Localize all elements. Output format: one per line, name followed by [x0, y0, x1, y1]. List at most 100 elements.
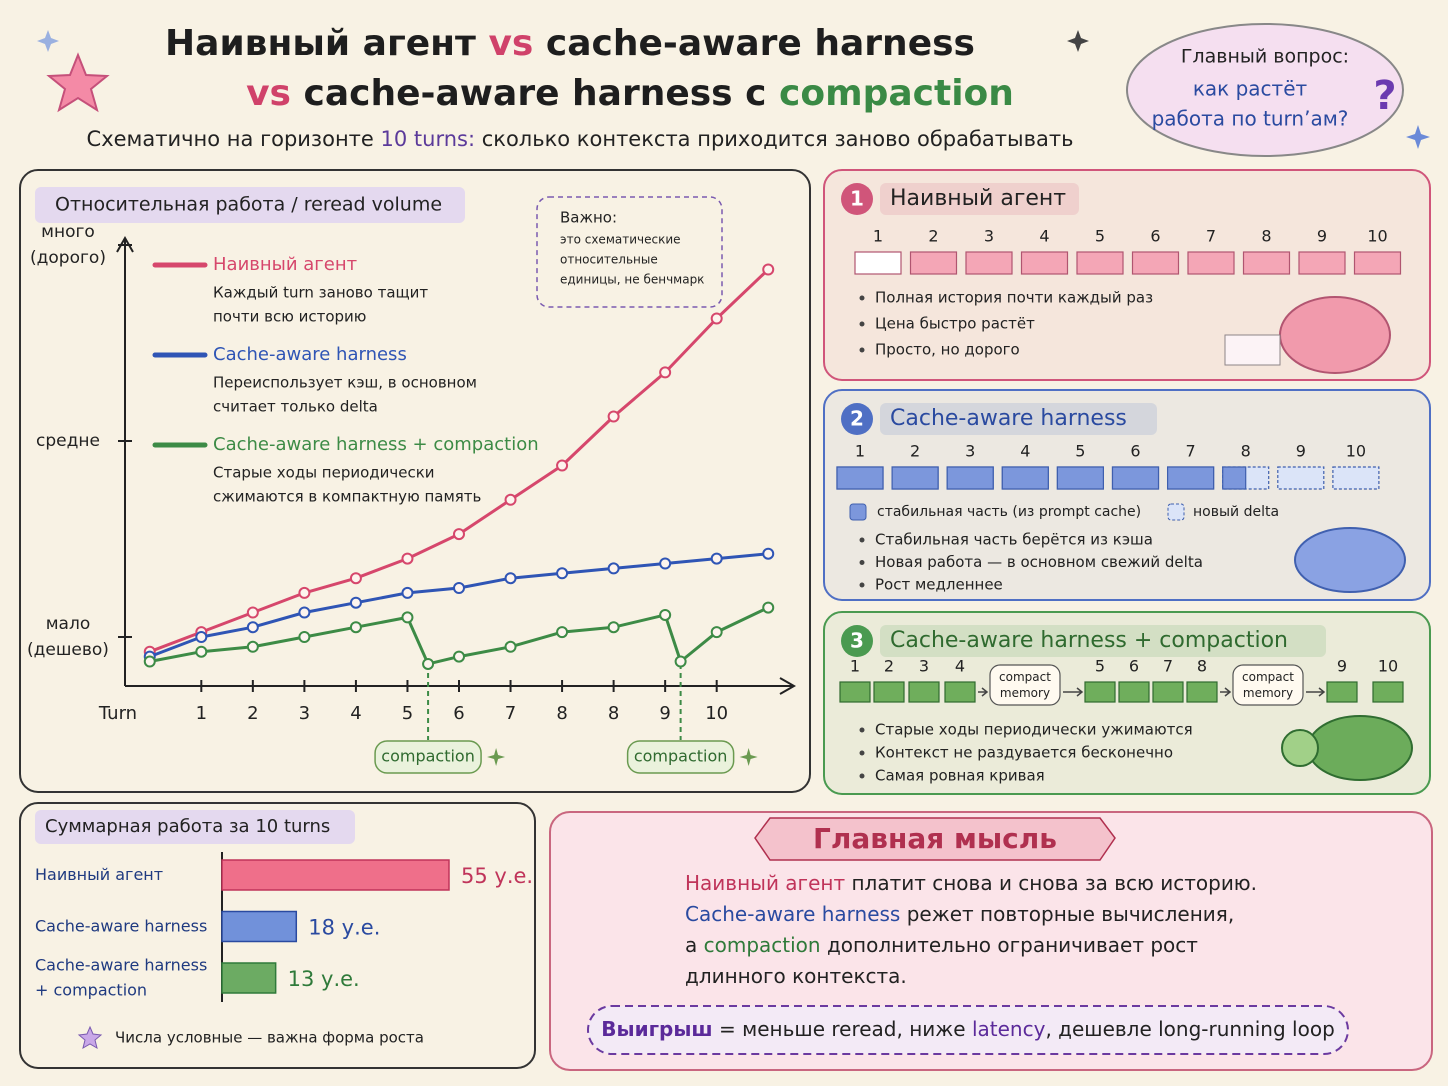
- turn-label: 4: [1020, 442, 1030, 461]
- category-label: Cache-aware harness + compaction: [35, 955, 207, 999]
- chart-title: Суммарная работа за 10 turns: [45, 816, 330, 837]
- x-tick-label: 2: [247, 703, 258, 724]
- data-point: [504, 572, 517, 585]
- panel: [823, 169, 1431, 381]
- data-point: [298, 586, 311, 599]
- sparkle: [487, 748, 506, 766]
- turn-label: 8: [1261, 227, 1271, 246]
- text-segment: Схематично на горизонте: [87, 127, 381, 151]
- compact-memory-box: [1232, 664, 1304, 706]
- turn-label: 1: [873, 227, 883, 246]
- sparkle: [37, 30, 59, 52]
- legend-label: новый delta: [1193, 504, 1279, 520]
- turn-label: 3: [965, 442, 975, 461]
- context-block-stable: [836, 466, 884, 490]
- y-tick-label: мало (дешево): [27, 614, 109, 660]
- context-block: [909, 251, 958, 275]
- turn-label: 6: [1150, 227, 1160, 246]
- panel-title: Cache-aware harness: [890, 406, 1127, 431]
- data-point: [710, 552, 723, 565]
- data-point: [246, 621, 259, 634]
- turn-label: 1: [850, 657, 860, 676]
- question-mark: ?: [1373, 73, 1396, 119]
- turn-label: 3: [984, 227, 994, 246]
- y-tick-label: средне: [36, 431, 100, 451]
- data-point: [246, 640, 259, 653]
- text-segment: длинного контекста.: [685, 964, 907, 988]
- bar: [221, 910, 298, 943]
- bullet: [859, 727, 865, 733]
- legend-label: Cache-aware harness + compaction: [213, 434, 539, 455]
- data-point: [349, 621, 362, 634]
- turn-label: 5: [1095, 657, 1105, 676]
- value-label: 13 у.е.: [288, 967, 360, 991]
- context-block-stable: [946, 466, 994, 490]
- turn-label: 10: [1378, 657, 1398, 676]
- text-line: memory: [1243, 686, 1293, 700]
- note-text: относительные: [560, 253, 658, 267]
- bullet: [859, 582, 865, 588]
- compact-memory-box: [989, 664, 1061, 706]
- data-point: [401, 586, 414, 599]
- legend-description: Старые ходы периодически: [213, 464, 435, 482]
- takeaway-line: Cache-aware harness режет повторные вычи…: [685, 902, 1234, 926]
- bullet-text: Старые ходы периодически ужимаются: [875, 721, 1193, 739]
- data-point: [453, 528, 465, 541]
- data-point: [659, 366, 672, 379]
- context-block: [1298, 251, 1346, 275]
- ribbon: [754, 817, 1116, 861]
- compact-memory-label: compact memory: [1242, 670, 1294, 700]
- data-point: [453, 650, 465, 663]
- annotation-box: [626, 740, 735, 774]
- bullet: [859, 537, 865, 543]
- bullet: [859, 560, 865, 565]
- x-tick-label: 3: [299, 703, 310, 724]
- legend-description: считает только delta: [213, 398, 378, 416]
- legend-label: Наивный агент: [213, 254, 357, 275]
- turn-label: 9: [1296, 442, 1306, 461]
- legend-label: Cache-aware harness: [213, 344, 407, 365]
- data-point: [762, 601, 775, 614]
- context-block: [908, 681, 940, 703]
- question-bubble: [1126, 23, 1404, 157]
- sparkle: [1406, 125, 1430, 149]
- turn-label: 2: [928, 227, 938, 246]
- data-point: [556, 626, 569, 639]
- context-block: [1326, 681, 1358, 703]
- win-text: Выигрыш = меньше reread, ниже latency, д…: [601, 1017, 1335, 1041]
- data-point: [607, 621, 620, 634]
- footnote-star: [77, 1025, 103, 1050]
- panel-title: Cache-aware harness + compaction: [890, 628, 1288, 653]
- bar: [221, 859, 450, 891]
- note-box: [536, 196, 723, 308]
- legend-description: сжимаются в компактную память: [213, 488, 481, 506]
- bullet: [859, 750, 865, 756]
- annotation-label: compaction: [634, 747, 728, 766]
- compact-memory-label: compact memory: [999, 670, 1051, 700]
- papers-illustration: [1224, 334, 1281, 366]
- context-block: [1353, 251, 1402, 275]
- data-point: [504, 640, 517, 653]
- note-title: Важно:: [560, 209, 617, 227]
- legend-description: Каждый turn заново тащит: [213, 284, 428, 302]
- context-block: [1084, 681, 1116, 703]
- turn-label: 10: [1367, 227, 1387, 246]
- annotation-label: compaction: [381, 747, 475, 766]
- panel-badge: [841, 183, 873, 215]
- turn-label: 9: [1337, 657, 1347, 676]
- turn-label: 6: [1130, 442, 1140, 461]
- bullet-text: Стабильная часть берётся из кэша: [875, 531, 1153, 549]
- star-mascot: [46, 52, 110, 113]
- data-point: [674, 655, 687, 668]
- bar-title-banner: [35, 810, 355, 844]
- context-block-stable: [1222, 466, 1247, 490]
- annotation-box: [374, 740, 482, 774]
- takeaway-line: Наивный агент платит снова и снова за вс…: [685, 871, 1257, 895]
- data-point: [401, 611, 414, 624]
- flow-arrow: [978, 687, 989, 697]
- text-segment: Наивный агент: [685, 871, 845, 895]
- context-block: [1186, 681, 1218, 703]
- data-point: [556, 459, 569, 472]
- text-segment: , дешевле long-running loop: [1045, 1017, 1334, 1041]
